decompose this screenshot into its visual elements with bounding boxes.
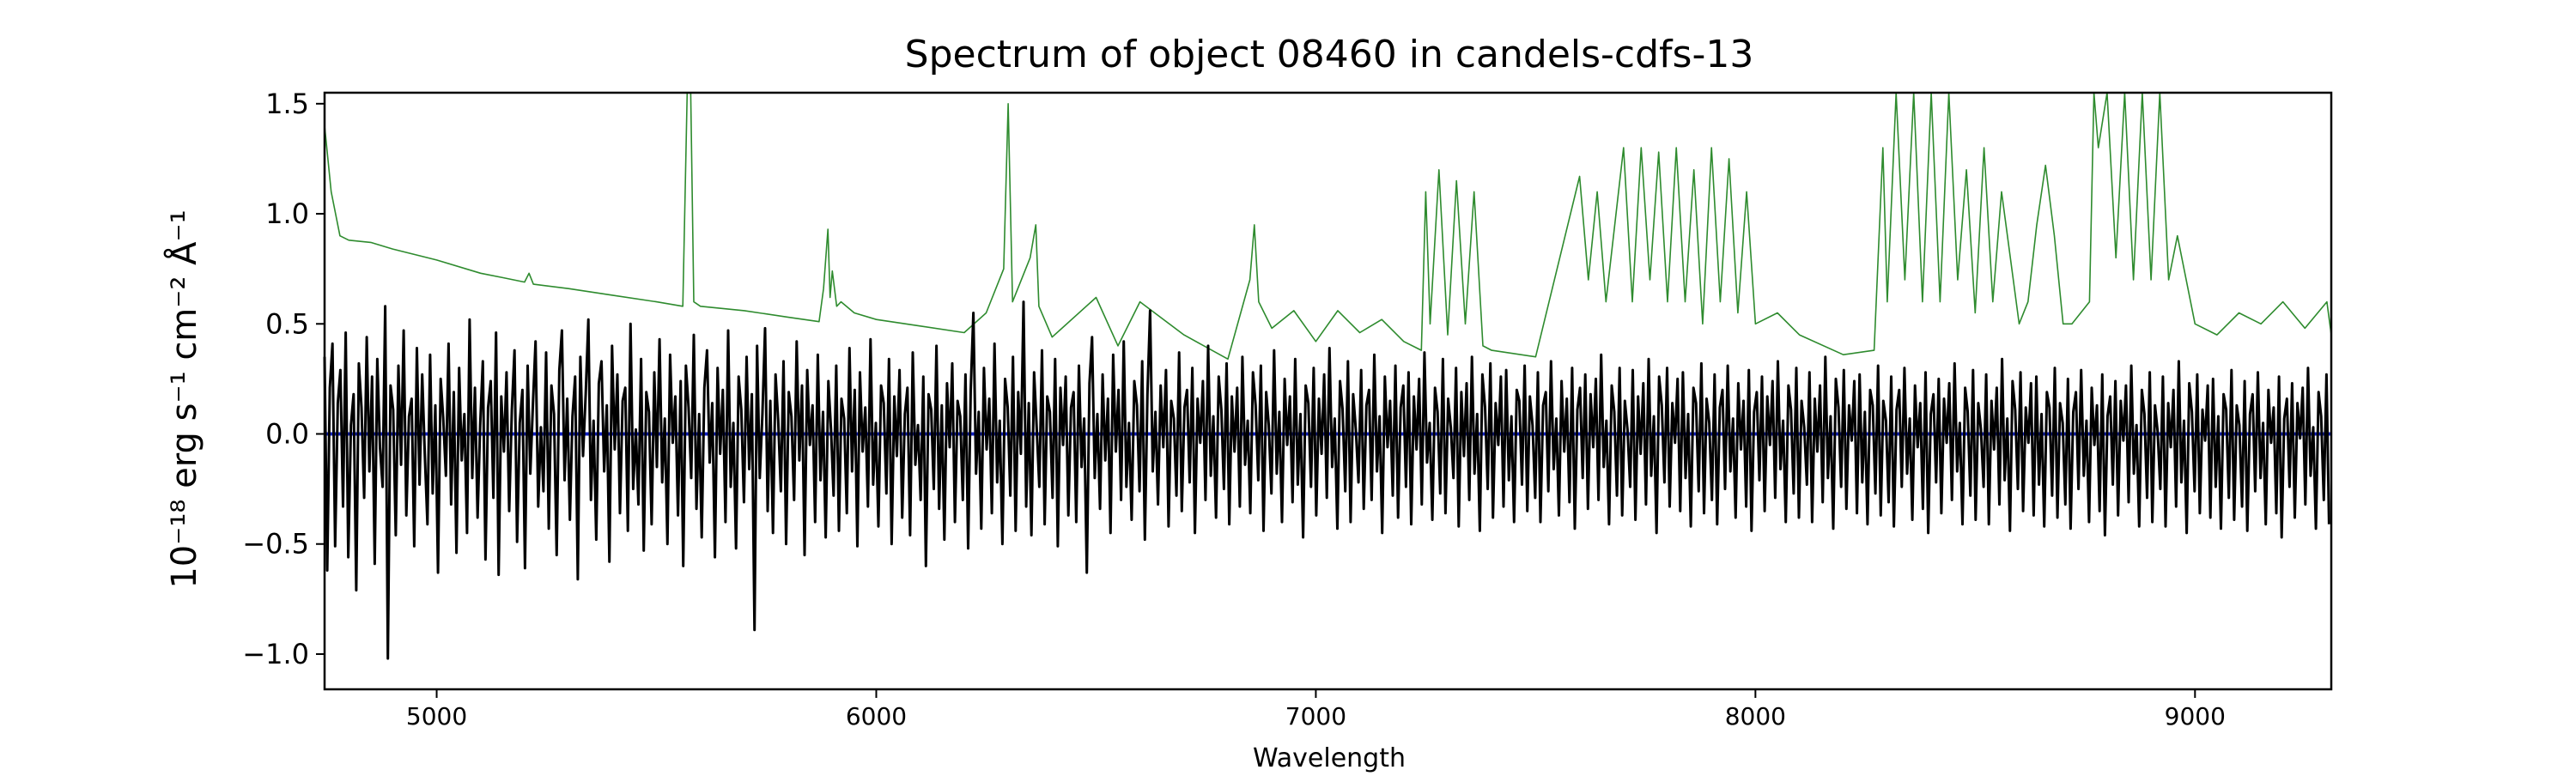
x-tick-label: 9000 bbox=[2165, 702, 2226, 731]
y-tick-label: −1.0 bbox=[242, 638, 309, 670]
error-spectrum-line bbox=[324, 92, 2332, 361]
y-axis-label: 10⁻¹⁸ erg s⁻¹ cm⁻² Å⁻¹ bbox=[163, 209, 204, 588]
plot-area bbox=[323, 92, 2332, 660]
x-axis-label: Wavelength bbox=[1253, 743, 1406, 773]
x-tick-label: 7000 bbox=[1285, 702, 1346, 731]
x-tick-label: 5000 bbox=[406, 702, 467, 731]
y-tick-label: −0.5 bbox=[242, 528, 309, 561]
axis-ticks: 5000 6000 7000 8000 9000 −1.0 −0.5 0.0 0.5 1.0 1.5 bbox=[242, 88, 2226, 731]
y-tick-label: 0.0 bbox=[265, 418, 309, 451]
x-tick-label: 6000 bbox=[846, 702, 907, 731]
y-tick-label: 1.5 bbox=[265, 88, 309, 120]
plot-frame bbox=[323, 91, 2333, 691]
y-tick-label: 1.0 bbox=[265, 197, 309, 230]
y-tick-label: 0.5 bbox=[265, 307, 309, 340]
x-tick-label: 8000 bbox=[1725, 702, 1786, 731]
chart-title: Spectrum of object 08460 in candels-cdfs… bbox=[905, 33, 1754, 76]
spectrum-line bbox=[323, 300, 2330, 660]
